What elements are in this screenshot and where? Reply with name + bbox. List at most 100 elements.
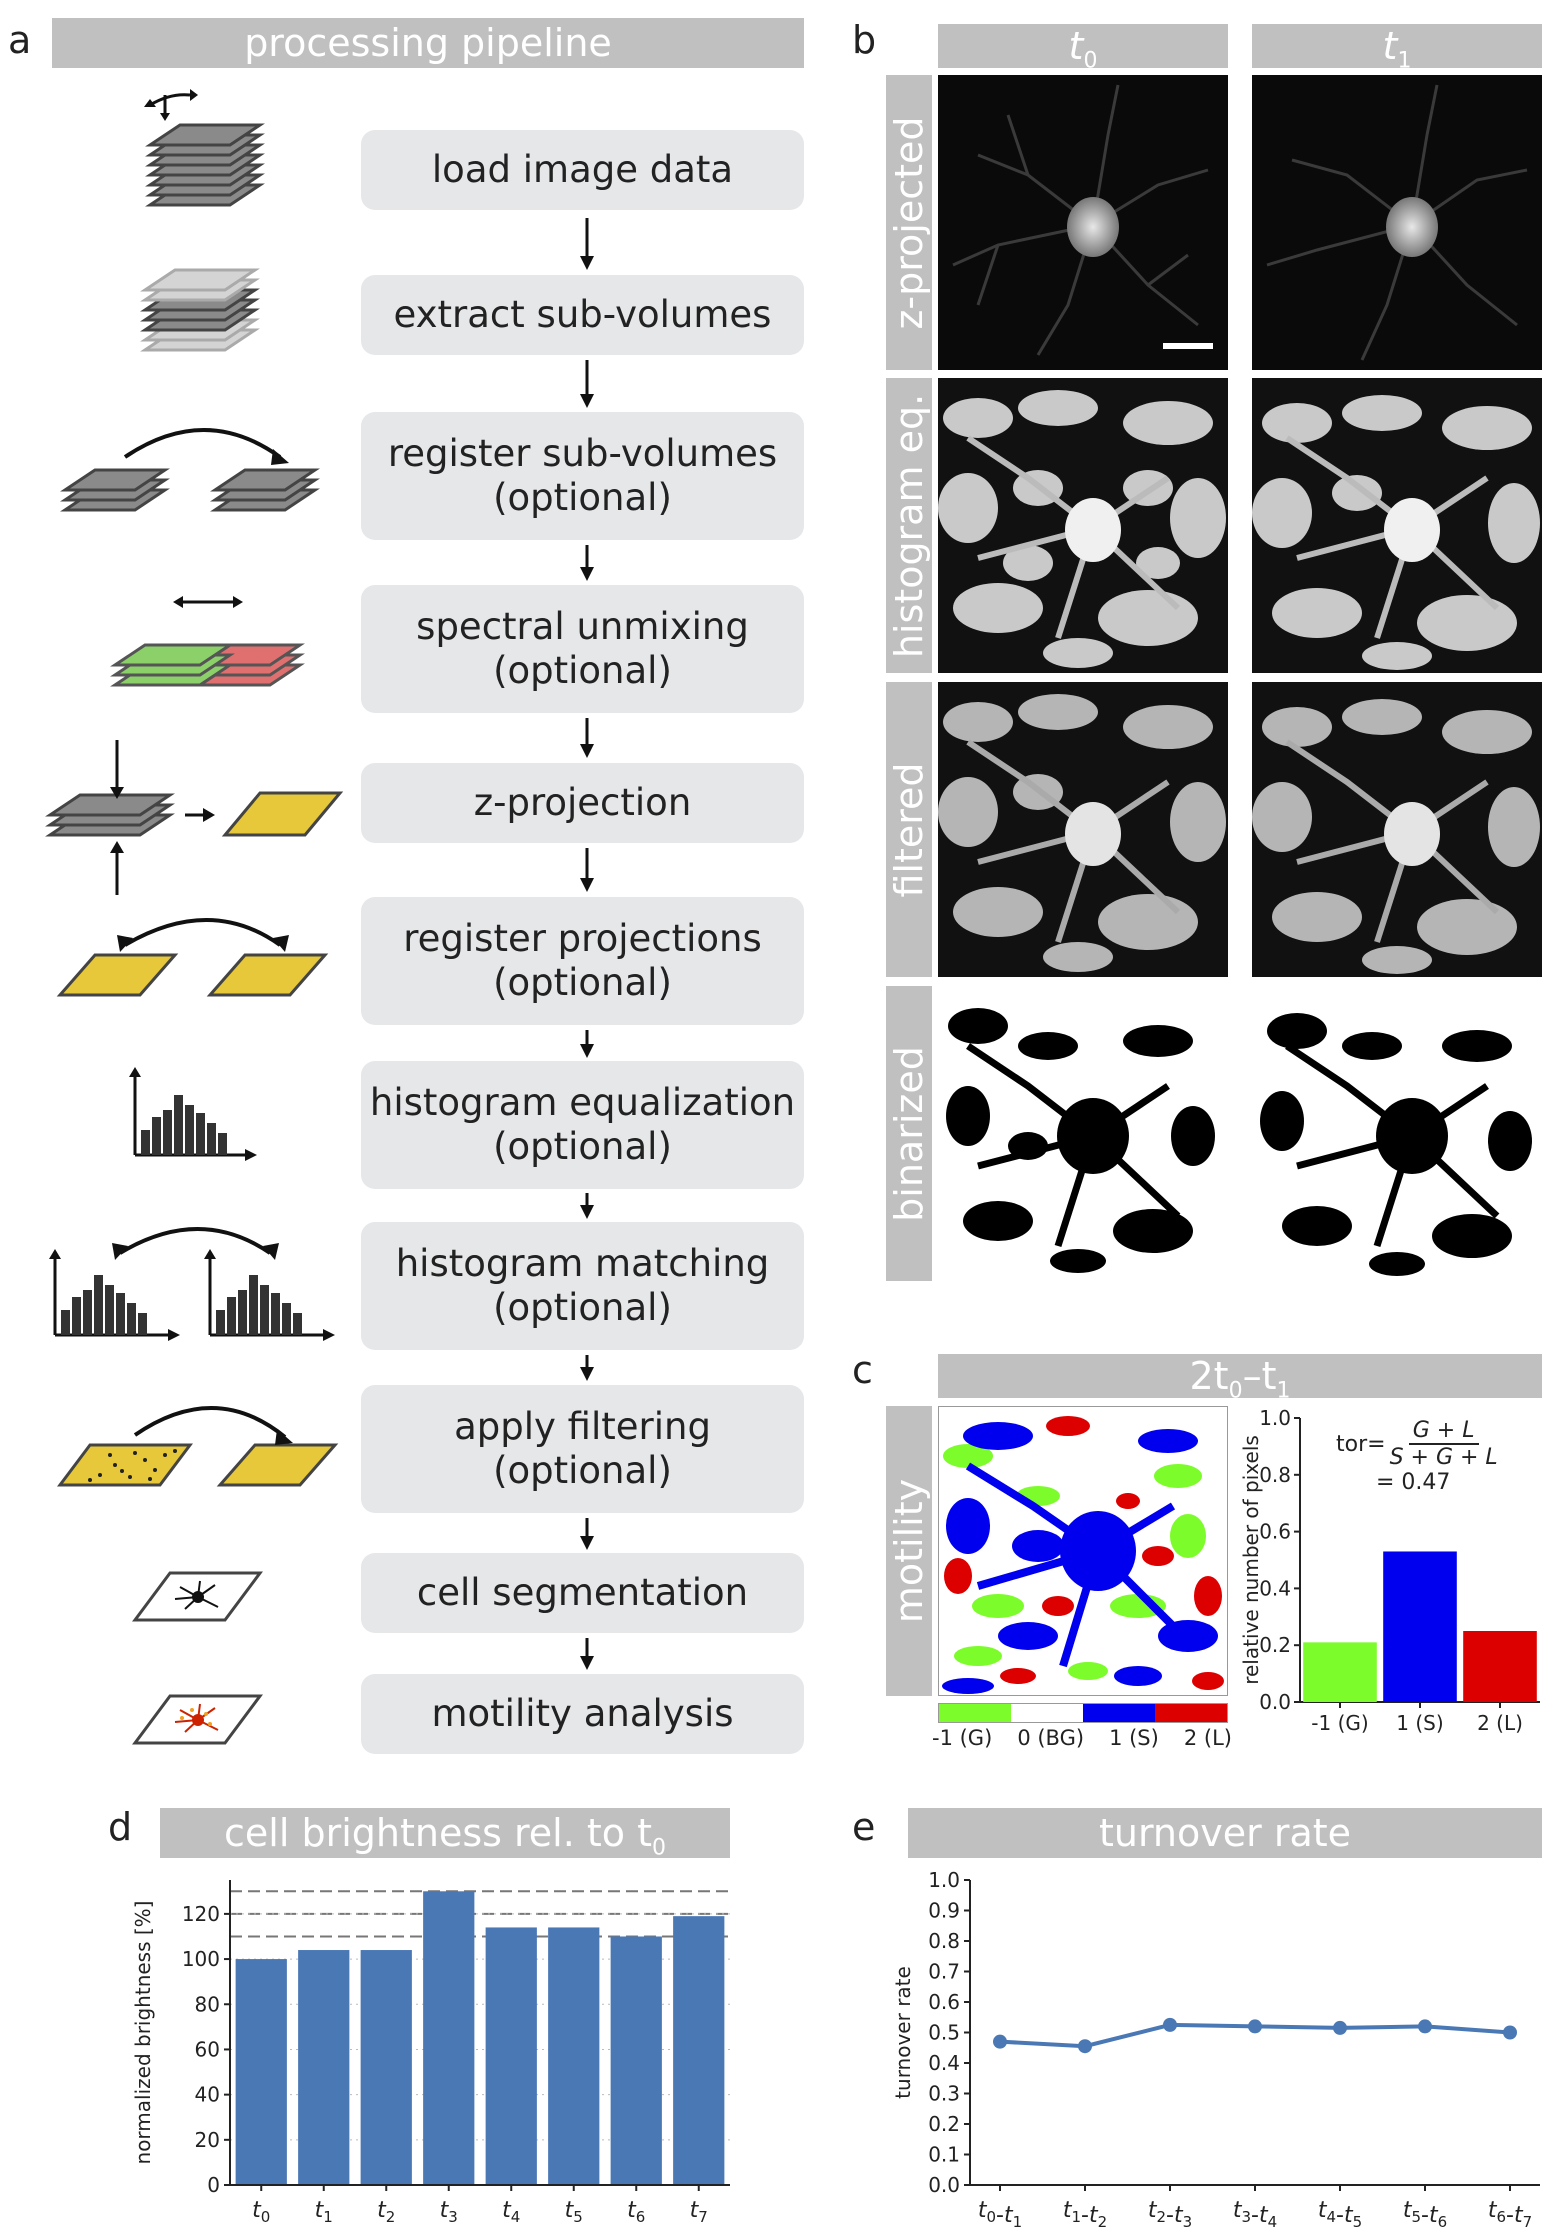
step-histogram-equalization: histogram equalization (optional) — [361, 1061, 804, 1189]
x-tick-label: t3 — [440, 2198, 458, 2226]
step-label: histogram matching — [395, 1242, 770, 1285]
y-axis-label: normalized brightness [%] — [131, 1901, 155, 2165]
formula-numerator: G + L — [1408, 1418, 1479, 1445]
y-tick-label: 100 — [182, 1947, 220, 1971]
y-tick-label: 0.0 — [1259, 1690, 1291, 1714]
data-point — [1503, 2025, 1517, 2040]
step-z-projection: z-projection — [361, 763, 804, 843]
down-arrow-icon — [580, 218, 594, 270]
step-sublabel: (optional) — [493, 476, 672, 519]
y-tick-label: 0.2 — [928, 2112, 960, 2136]
colorbar-labels: -1 (G) 0 (BG) 1 (S) 2 (L) — [932, 1726, 1232, 1750]
panel-e-label: e — [852, 1805, 876, 1849]
down-arrow-icon — [580, 1638, 594, 1670]
x-tick-label: t0 — [252, 2198, 270, 2226]
colorbar-label: 1 (S) — [1109, 1726, 1159, 1750]
y-tick-label: 0.0 — [928, 2173, 960, 2197]
down-arrow-icon — [580, 545, 594, 581]
row-label-histogram-eq: histogram eq. — [886, 378, 932, 673]
chart-relative-pixels: 0.0 0.2 0.4 0.6 0.8 1.0 -1 (G) 1 (S) 2 (L) relati… — [1240, 1406, 1540, 1735]
step-label: load image data — [431, 148, 734, 191]
x-tick-label: t5 — [565, 2198, 583, 2226]
cell-segmentation-icon — [132, 1571, 263, 1622]
row-label-text: filtered — [887, 761, 931, 898]
x-tick-label: 2 (L) — [1477, 1711, 1523, 1735]
bar — [610, 1936, 662, 2185]
y-tick-label: 0.9 — [928, 1899, 960, 1923]
step-sublabel: (optional) — [493, 1125, 672, 1168]
step-sublabel: (optional) — [493, 649, 672, 692]
step-register-projections: register projections (optional) — [361, 897, 804, 1025]
row-label-motility: motility — [886, 1406, 932, 1696]
title-part: cell brightness rel. to t — [223, 1811, 653, 1855]
bar — [360, 1950, 412, 2185]
row-label-text: binarized — [887, 1045, 931, 1222]
motility-analysis-icon — [132, 1694, 263, 1745]
motility-map — [938, 1406, 1228, 1696]
data-point — [1078, 2039, 1092, 2054]
tor-formula: tor= G + L S + G + L = 0.47 — [1336, 1418, 1502, 1495]
filtering-icon — [57, 1406, 339, 1487]
step-label: register sub-volumes — [387, 432, 778, 475]
colorbar-l — [1155, 1704, 1227, 1722]
row-label-text: motility — [887, 1478, 931, 1624]
step-label: motility analysis — [431, 1692, 734, 1735]
panel-c-label: c — [852, 1348, 873, 1392]
colorbar-label: -1 (G) — [932, 1726, 993, 1750]
step-register-sub-volumes: register sub-volumes (optional) — [361, 412, 804, 540]
col-header-t0: t0 — [938, 24, 1228, 74]
micrograph-zprojected-t0 — [938, 75, 1228, 370]
down-arrow-icon — [580, 718, 594, 758]
y-tick-label: 0.1 — [928, 2143, 960, 2167]
step-sublabel: (optional) — [493, 1286, 672, 1329]
micrograph-binarized-t0 — [938, 986, 1228, 1281]
bar — [673, 1916, 725, 2185]
colorbar-label: 0 (BG) — [1017, 1726, 1085, 1750]
bar — [548, 1927, 600, 2185]
y-tick-label: 0.7 — [928, 1960, 960, 1984]
y-tick-label: 1.0 — [1259, 1406, 1291, 1430]
down-arrow-icon — [580, 1030, 594, 1058]
data-point — [1248, 2019, 1262, 2034]
title-part: –t — [1242, 1354, 1277, 1398]
y-axis-label: relative number of pixels — [1240, 1435, 1263, 1685]
step-sublabel: (optional) — [493, 961, 672, 1004]
x-tick-label: t1-t2 — [1063, 2198, 1107, 2230]
y-axis-label: turnover rate — [891, 1966, 915, 2099]
micrograph-binarized-t1 — [1252, 986, 1542, 1281]
step-label: cell segmentation — [416, 1571, 749, 1614]
row-label-z-projected: z-projected — [886, 75, 932, 370]
title-part: 2t — [1189, 1354, 1229, 1398]
colorbar — [938, 1703, 1228, 1723]
x-tick-label: t2 — [377, 2198, 395, 2226]
y-tick-label: 40 — [195, 2083, 220, 2107]
colorbar-g — [939, 1704, 1011, 1722]
bar — [298, 1950, 350, 2185]
colorbar-label: 2 (L) — [1183, 1726, 1232, 1750]
down-arrow-icon — [580, 360, 594, 408]
y-tick-label: 0.8 — [1259, 1463, 1291, 1487]
histogram-icon — [129, 1067, 257, 1161]
step-label: register projections — [403, 917, 762, 960]
y-tick-label: 60 — [195, 2037, 220, 2061]
panel-e-title: turnover rate — [908, 1808, 1542, 1858]
chart-cell-brightness: t0 t1 t2 t3 t4 t5 t6 t7 0 20 40 60 80 100 120 normalize… — [131, 1880, 730, 2226]
row-label-text: histogram eq. — [887, 393, 931, 658]
data-point — [1333, 2020, 1347, 2035]
step-histogram-matching: histogram matching (optional) — [361, 1222, 804, 1350]
formula-lhs: tor= — [1336, 1431, 1386, 1457]
y-tick-label: 0.8 — [928, 1929, 960, 1953]
x-tick-label: -1 (G) — [1311, 1711, 1368, 1735]
down-arrow-icon — [580, 848, 594, 892]
x-tick-label: t4 — [502, 2198, 520, 2226]
micrograph-zprojected-t1 — [1252, 75, 1542, 370]
x-tick-label: t6-t7 — [1488, 2198, 1532, 2230]
x-tick-label: 1 (S) — [1396, 1711, 1443, 1735]
y-tick-label: 0.4 — [1259, 1576, 1291, 1600]
step-motility-analysis: motility analysis — [361, 1674, 804, 1754]
step-label: extract sub-volumes — [393, 293, 772, 336]
col-header-t1: t1 — [1252, 24, 1542, 74]
step-sublabel: (optional) — [493, 1449, 672, 1492]
title-sub: 0 — [652, 1835, 667, 1861]
